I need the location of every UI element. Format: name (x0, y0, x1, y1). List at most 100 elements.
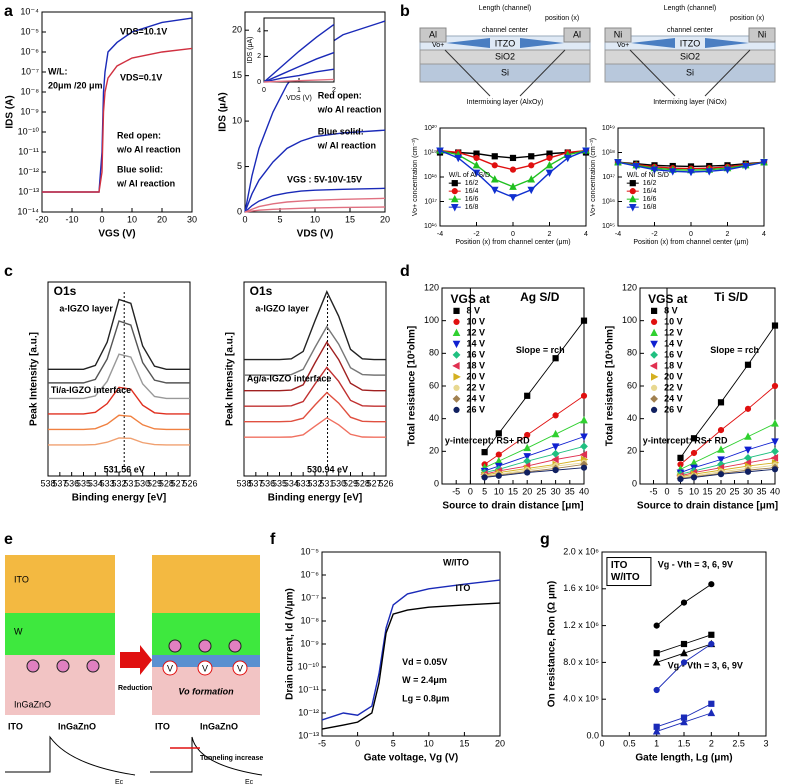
x-axis-label: Source to drain distance [μm] (442, 501, 583, 512)
marker (650, 328, 658, 336)
annotation: Blue solid: (318, 126, 364, 136)
x-tick-label: 15 (345, 214, 355, 224)
metal-contact (419, 27, 447, 43)
series-line (263, 23, 335, 83)
annotation: y-intercept: RS+ RD (643, 435, 728, 445)
marker (452, 350, 461, 359)
legend-label: 24 V (664, 393, 683, 403)
legend-label: 22 V (467, 382, 486, 392)
diagram-text: Length (channel) (479, 5, 532, 12)
oxygen (26, 659, 40, 673)
arrow (705, 38, 749, 48)
x-tick-label: -2 (473, 231, 479, 238)
oxygen (168, 639, 182, 653)
marker (491, 153, 498, 160)
plot-frame (47, 281, 191, 477)
legend-label: 10 V (664, 316, 683, 326)
chart: -4 -2 0 2 4 10¹⁵ 10¹⁶ 10¹⁷ 10¹⁸ 10¹⁹ Position (x) … (590, 125, 768, 246)
marker (528, 153, 535, 160)
diagram-text: V (237, 663, 243, 673)
diagram-text: Al (573, 29, 581, 39)
series-line (263, 51, 335, 83)
annotation: Red open: (318, 90, 362, 100)
x-tick-label: 537 (52, 478, 67, 488)
marker (744, 468, 752, 475)
annotation: Vg - Vth = 3, 6, 9V (658, 559, 733, 569)
y-tick-label: 20 (627, 446, 637, 456)
y-tick-label: 10⁻¹⁴ (17, 206, 39, 216)
marker (690, 435, 698, 442)
marker (651, 373, 659, 381)
x-tick-label: 2.5 (732, 738, 745, 748)
y-tick-label: 10⁻¹¹ (18, 146, 39, 156)
x-tick-label: 30 (187, 214, 197, 224)
x-tick-label: 532 (307, 478, 322, 488)
marker (680, 648, 688, 657)
x-tick-label: 1 (654, 738, 659, 748)
marker (453, 307, 460, 314)
y-tick-label: 120 (424, 282, 439, 292)
marker (677, 454, 684, 461)
legend-title: W/L of Al S/D (449, 172, 490, 179)
x-tick-label: 530 (331, 478, 346, 488)
diagram-text: Vo formation (178, 686, 234, 696)
x-tick-label: -5 (318, 738, 326, 748)
series-line (48, 386, 190, 415)
x-tick-label: 20 (157, 214, 167, 224)
marker (524, 392, 531, 399)
series-line (48, 353, 190, 400)
metal-contact (563, 27, 591, 43)
arrow (631, 38, 675, 48)
diagram-text: Si (501, 67, 509, 77)
annotation: Red open: (117, 130, 161, 140)
y-axis-label: IDS (μA) (247, 37, 254, 64)
diagram-text: Vo+ (432, 42, 444, 49)
marker (717, 445, 725, 453)
x-tick-label: 0 (355, 738, 360, 748)
marker (473, 154, 480, 162)
x-tick-label: -5 (452, 486, 460, 496)
marker (744, 446, 752, 454)
series-line (244, 197, 386, 213)
annotation: Blue solid: (117, 164, 163, 174)
panel-label: f (270, 531, 276, 548)
marker (453, 384, 460, 391)
x-tick-label: 20 (716, 486, 726, 496)
diagram-text: ITO (8, 721, 23, 731)
marker (523, 443, 532, 452)
legend-label: 18 V (664, 360, 683, 370)
chart: -5 0 5 10 15 20 10⁻¹³ 10⁻¹² 10⁻¹¹ 10⁻¹⁰ 10⁻⁹ 10⁻⁸ 10… (285, 546, 505, 763)
x-tick-label: 0 (99, 214, 104, 224)
panel-label: d (400, 263, 410, 280)
marker (690, 474, 698, 481)
x-tick-label: 538 (236, 478, 251, 488)
marker (454, 154, 463, 163)
y-tick-label: 2 (257, 53, 261, 60)
chart: 0 1 2 0 2 4 VDS (V) IDS (μA) (247, 17, 336, 102)
x-tick-label: 529 (343, 478, 358, 488)
series-line (48, 320, 190, 384)
marker (690, 449, 698, 457)
plot-frame (617, 127, 765, 227)
plot-frame (439, 127, 587, 227)
marker (453, 373, 461, 381)
x-axis-label: VGS (V) (98, 229, 135, 240)
annotation: Lg = 0.8μm (402, 694, 449, 704)
x-tick-label: 40 (770, 486, 780, 496)
diagram-text: InGaZnO (200, 721, 238, 731)
marker (490, 175, 499, 183)
marker (580, 442, 588, 451)
marker (628, 194, 637, 203)
x-tick-label: 20 (495, 738, 505, 748)
x-tick-label: -5 (649, 486, 657, 496)
x-tick-label: 530 (135, 478, 150, 488)
x-axis-label: VDS (V) (297, 229, 334, 240)
legend-label: 16/8 (643, 204, 657, 211)
marker (579, 450, 588, 459)
marker (509, 182, 517, 190)
y-tick-label: 10⁻¹⁰ (298, 661, 320, 671)
marker (552, 467, 559, 474)
series-line (244, 325, 386, 376)
